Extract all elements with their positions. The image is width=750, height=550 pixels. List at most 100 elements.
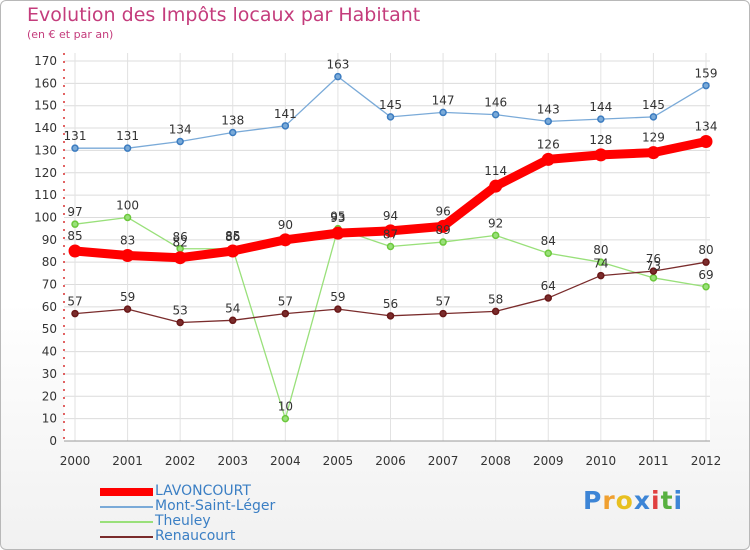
data-point-lavoncourt xyxy=(331,226,345,240)
data-point-theuley xyxy=(597,258,605,266)
y-tick-label: 90 xyxy=(42,233,57,247)
data-point-lavoncourt xyxy=(384,224,397,238)
data-label-theuley: 97 xyxy=(67,205,82,219)
data-point-mont-saint-l-ger xyxy=(702,81,710,90)
x-tick-label: 2006 xyxy=(375,454,406,468)
legend-item-lavoncourt: LAVONCOURT xyxy=(100,484,400,499)
data-label-mont-saint-l-ger: 147 xyxy=(432,93,455,107)
data-label-theuley: 87 xyxy=(383,228,398,242)
data-point-lavoncourt xyxy=(489,179,503,193)
x-tick-label: 2004 xyxy=(270,454,301,468)
data-point-mont-saint-l-ger xyxy=(123,144,132,152)
data-label-renaucourt: 64 xyxy=(541,279,556,293)
x-tick-label: 2009 xyxy=(533,454,564,468)
legend-swatch xyxy=(100,488,153,496)
x-tick-label: 2000 xyxy=(60,454,91,468)
data-label-mont-saint-l-ger: 145 xyxy=(642,98,665,112)
x-tick-label: 2010 xyxy=(586,454,617,468)
data-label-lavoncourt: 128 xyxy=(589,133,612,147)
data-label-lavoncourt: 96 xyxy=(435,204,450,218)
data-point-theuley xyxy=(71,220,79,228)
data-label-mont-saint-l-ger: 131 xyxy=(116,129,139,143)
data-point-renaucourt xyxy=(123,305,132,313)
data-label-renaucourt: 57 xyxy=(67,295,82,309)
x-tick-label: 2003 xyxy=(217,454,248,468)
data-point-mont-saint-l-ger xyxy=(71,144,79,152)
y-tick-label: 170 xyxy=(34,54,57,68)
data-point-lavoncourt xyxy=(699,134,713,148)
x-tick-label: 2008 xyxy=(480,454,511,468)
logo-letter: o xyxy=(615,486,634,515)
data-point-theuley xyxy=(281,414,290,423)
data-point-mont-saint-l-ger xyxy=(176,137,184,146)
y-tick-label: 40 xyxy=(42,345,57,359)
x-tick-label: 2011 xyxy=(638,454,669,468)
data-point-theuley xyxy=(544,249,552,257)
data-label-mont-saint-l-ger: 131 xyxy=(64,129,87,143)
data-label-theuley: 69 xyxy=(698,268,713,282)
data-point-mont-saint-l-ger xyxy=(386,113,395,121)
data-point-lavoncourt xyxy=(68,244,82,258)
data-point-mont-saint-l-ger xyxy=(334,72,342,81)
data-label-theuley: 86 xyxy=(225,230,240,244)
data-label-renaucourt: 58 xyxy=(488,292,503,306)
data-label-mont-saint-l-ger: 144 xyxy=(589,100,612,114)
data-point-renaucourt xyxy=(281,309,290,318)
data-point-mont-saint-l-ger xyxy=(229,128,237,137)
data-label-theuley: 84 xyxy=(541,234,556,248)
data-label-renaucourt: 53 xyxy=(173,304,188,318)
logo-letter: P xyxy=(583,486,603,515)
data-label-theuley: 95 xyxy=(330,210,345,224)
data-label-renaucourt: 76 xyxy=(646,252,661,266)
data-point-renaucourt xyxy=(386,312,395,320)
proxiti-logo: Proxiti xyxy=(583,486,683,515)
data-point-theuley xyxy=(491,231,500,240)
y-tick-label: 50 xyxy=(42,322,57,336)
data-point-renaucourt xyxy=(597,271,605,280)
y-tick-label: 30 xyxy=(42,367,57,381)
data-point-lavoncourt xyxy=(646,146,660,160)
data-label-mont-saint-l-ger: 163 xyxy=(326,58,349,72)
data-label-renaucourt: 80 xyxy=(698,243,713,257)
y-tick-label: 60 xyxy=(42,300,57,314)
data-point-renaucourt xyxy=(71,309,79,318)
logo-letter: i xyxy=(651,486,661,515)
data-label-mont-saint-l-ger: 134 xyxy=(169,122,192,136)
y-tick-label: 70 xyxy=(42,278,57,292)
logo-letter: i xyxy=(673,486,684,515)
x-tick-label: 2007 xyxy=(428,454,459,468)
data-label-renaucourt: 74 xyxy=(593,257,608,271)
data-point-lavoncourt xyxy=(278,233,292,247)
x-tick-label: 2012 xyxy=(691,454,722,468)
legend-item-theuley: Theuley xyxy=(100,514,400,529)
data-label-theuley: 92 xyxy=(488,216,503,230)
legend-label: Theuley xyxy=(155,513,211,529)
data-label-renaucourt: 59 xyxy=(330,290,345,304)
data-label-lavoncourt: 114 xyxy=(484,164,507,178)
data-point-lavoncourt xyxy=(436,219,450,233)
data-label-theuley: 80 xyxy=(593,243,608,257)
data-point-lavoncourt xyxy=(121,248,135,262)
data-point-renaucourt xyxy=(176,318,184,327)
y-tick-label: 110 xyxy=(34,188,57,202)
chart-subtitle: (en € et par an) xyxy=(27,28,114,41)
y-tick-label: 20 xyxy=(42,389,57,403)
data-label-mont-saint-l-ger: 138 xyxy=(221,114,244,128)
data-point-theuley xyxy=(649,274,658,282)
data-label-theuley: 86 xyxy=(173,230,188,244)
data-point-lavoncourt xyxy=(541,152,555,166)
x-tick-label: 2005 xyxy=(323,454,354,468)
data-label-renaucourt: 56 xyxy=(383,297,398,311)
y-tick-label: 80 xyxy=(42,255,57,269)
chart-title: Evolution des Impôts locaux par Habitant xyxy=(27,4,421,26)
data-label-mont-saint-l-ger: 145 xyxy=(379,98,402,112)
data-point-renaucourt xyxy=(544,294,552,302)
y-tick-label: 10 xyxy=(42,412,57,426)
y-tick-label: 160 xyxy=(34,76,57,90)
data-point-lavoncourt xyxy=(173,251,187,265)
data-point-lavoncourt xyxy=(226,244,240,258)
y-tick-label: 150 xyxy=(34,99,57,113)
data-point-mont-saint-l-ger xyxy=(491,110,500,119)
data-point-mont-saint-l-ger xyxy=(439,108,447,117)
data-label-lavoncourt: 90 xyxy=(278,218,293,232)
